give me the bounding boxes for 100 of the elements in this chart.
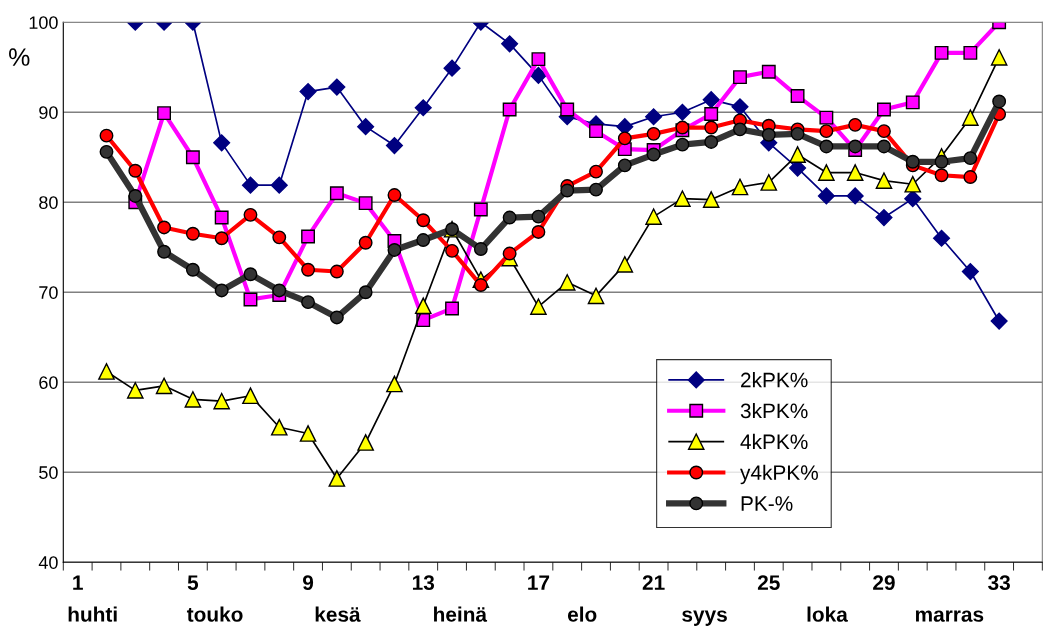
point	[731, 178, 749, 196]
point	[214, 210, 229, 225]
point	[846, 187, 864, 205]
x-tick-label: 13	[412, 575, 435, 591]
point	[416, 233, 431, 247]
point	[358, 285, 373, 300]
point	[702, 91, 720, 109]
point	[385, 136, 403, 155]
point	[414, 297, 432, 315]
point	[501, 35, 519, 53]
point	[731, 98, 749, 116]
point	[963, 170, 978, 184]
point	[416, 213, 431, 228]
point	[992, 94, 1007, 109]
point	[589, 124, 603, 139]
point	[819, 139, 834, 154]
point	[905, 95, 920, 110]
point	[128, 163, 143, 178]
x-tick-label: 1	[73, 575, 83, 590]
point	[531, 209, 546, 224]
point	[214, 283, 229, 298]
point	[157, 244, 172, 259]
point	[328, 78, 346, 96]
point	[789, 146, 806, 163]
point	[185, 226, 200, 241]
point	[673, 103, 691, 121]
point	[646, 147, 661, 162]
point	[589, 164, 603, 179]
y-tick-label: 50	[39, 466, 58, 479]
point	[530, 298, 547, 315]
text: kesä	[315, 606, 361, 622]
point	[961, 262, 979, 281]
point	[560, 183, 575, 198]
point	[243, 207, 258, 222]
point	[157, 220, 172, 235]
point	[733, 70, 747, 85]
point	[241, 176, 260, 194]
point	[933, 229, 951, 247]
legend-label: PK-%	[741, 496, 793, 511]
point	[128, 189, 143, 203]
point	[616, 256, 634, 273]
y-tick-label: 40	[38, 556, 58, 569]
point	[761, 127, 776, 142]
point	[877, 102, 891, 117]
point	[301, 262, 316, 277]
point	[242, 387, 259, 405]
point	[243, 267, 258, 282]
point	[357, 118, 375, 136]
point	[702, 191, 720, 208]
text: elo	[567, 606, 597, 622]
point	[589, 182, 603, 197]
point	[904, 190, 922, 208]
point	[962, 109, 979, 126]
point	[214, 231, 229, 246]
point	[617, 131, 632, 146]
point	[704, 120, 719, 135]
text: touko	[186, 606, 243, 622]
legend-label: 4kPK%	[740, 433, 808, 450]
text: huhti	[68, 606, 117, 622]
point	[502, 246, 517, 261]
point	[445, 243, 459, 258]
point	[733, 122, 747, 137]
legend-label: 3kPK%	[740, 402, 808, 419]
point	[473, 242, 488, 256]
point	[675, 137, 690, 152]
point	[905, 154, 920, 169]
point	[560, 102, 575, 117]
point	[185, 262, 200, 277]
point	[301, 229, 316, 244]
y-axis-title: %	[9, 48, 30, 66]
x-tick-label: 9	[302, 575, 314, 591]
point	[299, 83, 317, 101]
point	[934, 168, 949, 183]
point	[645, 108, 663, 126]
point	[329, 310, 344, 325]
point	[98, 363, 115, 380]
point	[387, 242, 402, 257]
point	[213, 134, 231, 152]
point	[790, 126, 805, 141]
point	[875, 172, 893, 189]
legend-label: y4kPK%	[740, 464, 818, 485]
point	[99, 128, 114, 143]
point	[358, 235, 373, 250]
point	[531, 225, 546, 239]
point	[445, 301, 459, 316]
point	[761, 64, 776, 79]
point	[473, 202, 488, 217]
point	[357, 434, 374, 451]
point	[502, 210, 517, 225]
point	[904, 175, 922, 193]
point	[329, 186, 344, 201]
point	[617, 158, 632, 173]
point	[299, 425, 317, 442]
y-tick-label: 100	[29, 16, 58, 29]
point	[558, 274, 576, 291]
y-tick-label: 60	[39, 376, 58, 389]
point	[184, 391, 202, 408]
legend-label: 2kPK%	[741, 372, 808, 388]
point	[328, 470, 346, 487]
x-tick-label: 5	[187, 575, 199, 591]
